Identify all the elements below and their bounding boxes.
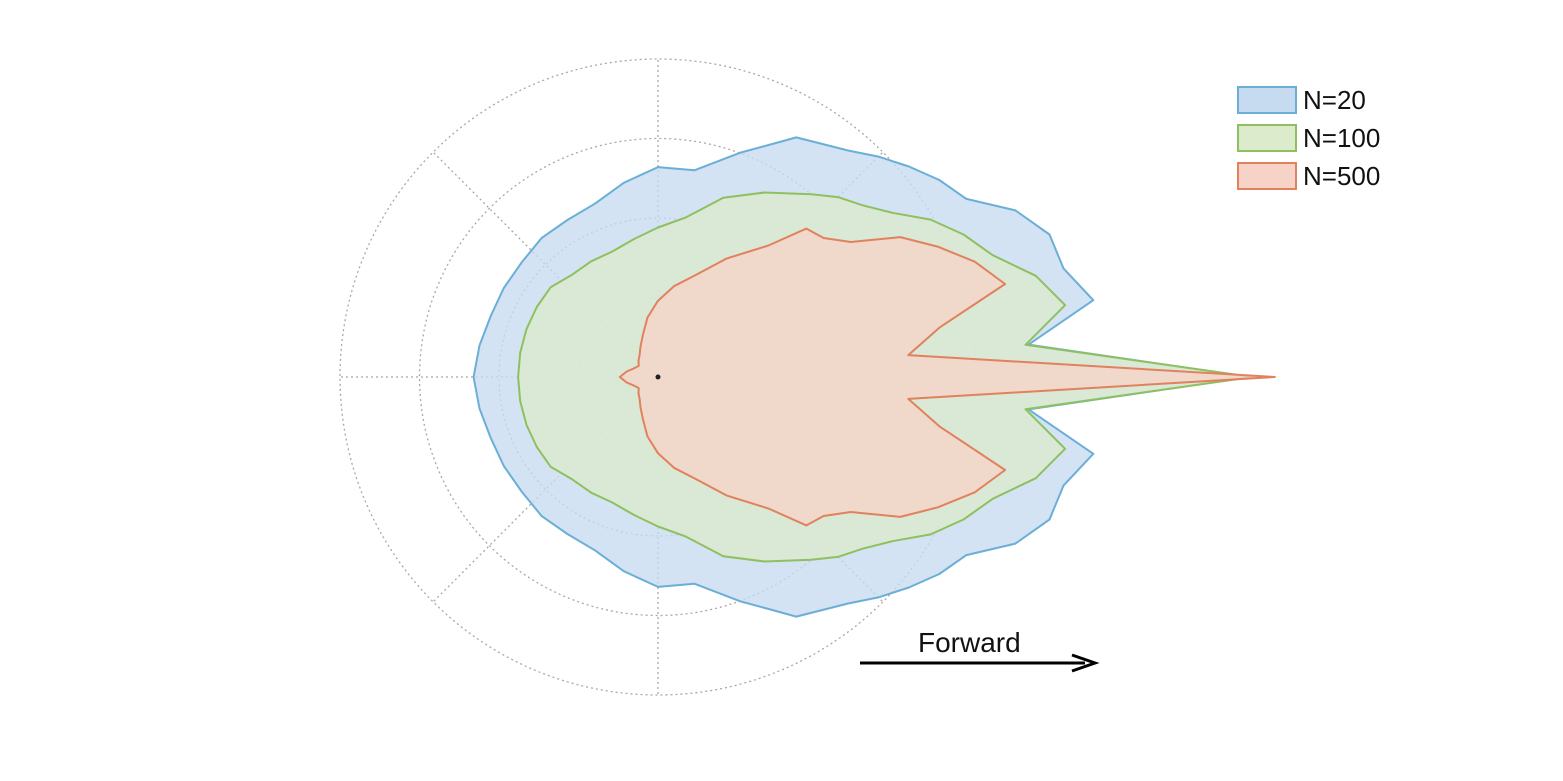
legend-swatch-n100: [1237, 124, 1297, 152]
legend: N=20 N=100 N=500: [1237, 81, 1380, 195]
legend-item-n20: N=20: [1237, 81, 1380, 119]
forward-arrow-head: [1071, 653, 1100, 673]
legend-item-n100: N=100: [1237, 119, 1380, 157]
series-areas: [472, 136, 1276, 618]
grid-spoke-135: [432, 151, 659, 378]
forward-arrow: [860, 653, 1100, 673]
legend-label-n20: N=20: [1303, 84, 1366, 115]
origin-dot: [655, 374, 661, 380]
legend-item-n500: N=500: [1237, 157, 1380, 195]
legend-swatch-n20: [1237, 86, 1297, 114]
origin-marker: [655, 374, 661, 380]
grid-spoke-225: [432, 376, 659, 603]
legend-label-n500: N=500: [1303, 160, 1381, 191]
legend-swatch-n500: [1237, 162, 1297, 190]
forward-label: Forward: [918, 627, 1021, 658]
series-area-n500: [618, 227, 1276, 527]
legend-label-n100: N=100: [1303, 122, 1381, 153]
